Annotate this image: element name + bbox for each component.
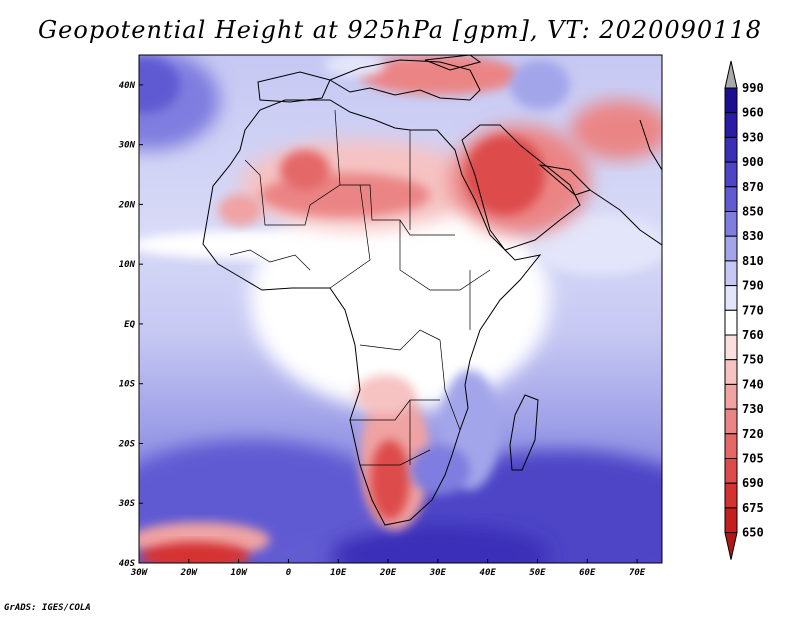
colorbar-label: 730	[742, 402, 764, 416]
lat-tick-label: 30N	[118, 141, 136, 151]
colorbar-swatch-7	[724, 235, 738, 262]
colorbar-label: 740	[742, 377, 764, 391]
lon-tick-label: 10E	[330, 568, 347, 578]
colorbar-swatch-2	[724, 112, 738, 138]
colorbar-label: 675	[742, 501, 764, 515]
lat-tick-label: 40N	[119, 81, 136, 91]
lat-tick-label: EQ	[124, 320, 135, 330]
grads-credit: GrADS: IGES/COLA	[4, 603, 91, 613]
colorbar-swatch-13	[724, 383, 738, 410]
black-sea	[424, 55, 482, 71]
lon-tick-label: 60E	[579, 568, 596, 578]
colorbar-bottom-arrow	[724, 532, 738, 560]
lat-tick-label: 10S	[119, 380, 136, 390]
colorbar-swatch-4	[724, 161, 738, 188]
mediterranean-north	[328, 59, 481, 101]
colorbar-label: 870	[742, 180, 764, 194]
colorbar-label: 850	[742, 205, 764, 219]
plot-frame	[138, 54, 663, 564]
country-borders	[229, 109, 491, 466]
latitude-axis: 40N 30N 20N 10N EQ 10S 20S 30S 40S	[118, 81, 143, 569]
colorbar-swatch-6	[724, 211, 738, 237]
colorbar-label: 990	[742, 81, 764, 95]
lon-tick-label: 30E	[429, 568, 447, 578]
arabia-coastline	[461, 124, 581, 251]
colorbar-label: 650	[742, 526, 764, 540]
colorbar-label: 720	[742, 427, 764, 441]
colorbar-swatch-16	[724, 458, 738, 484]
colorbar-label: 930	[742, 130, 764, 144]
iberia-coastline	[257, 71, 331, 103]
asia-coast	[589, 189, 662, 246]
africa-coastline	[202, 99, 542, 526]
colorbar-top-arrow	[724, 60, 738, 89]
map-title: Geopotential Height at 925hPa [gpm], VT:…	[38, 16, 762, 44]
colorbar-label: 770	[742, 303, 764, 317]
colorbar-label: 790	[742, 279, 764, 293]
colorbar-swatch-9	[724, 285, 738, 311]
colorbar-label: 705	[742, 452, 764, 466]
colorbar-swatch-11	[724, 334, 738, 361]
lat-tick-label: 10N	[119, 260, 136, 270]
lat-tick-label: 30S	[118, 499, 136, 509]
lat-tick-label: 20N	[118, 200, 136, 210]
lon-tick-label: 70E	[629, 568, 646, 578]
field-southwest-low	[140, 542, 250, 563]
colorbar-label: 750	[742, 353, 764, 367]
colorbar-label: 830	[742, 229, 764, 243]
lon-tick-label: 0	[286, 568, 292, 578]
longitude-axis: 30W 20W 10W 0 10E 20E 30E 40E 50E 60E 70E	[130, 559, 646, 578]
lon-tick-label: 30W	[130, 568, 149, 578]
madagascar-coastline	[509, 394, 539, 471]
colorbar-swatch-5	[724, 186, 738, 213]
colorbar-swatch-12	[724, 359, 738, 385]
colorbar-label: 760	[742, 328, 764, 342]
colorbar-swatch-15	[724, 433, 738, 459]
colorbar-swatch-14	[724, 408, 738, 435]
colorbar-swatch-10	[724, 309, 738, 336]
coastlines	[202, 55, 662, 526]
height-field	[139, 55, 662, 563]
india-coast	[639, 119, 662, 171]
lon-tick-label: 20E	[379, 568, 397, 578]
lon-tick-label: 50E	[529, 568, 546, 578]
lat-tick-label: 40S	[119, 559, 136, 569]
colorbar-swatch-3	[724, 136, 738, 163]
colorbar-label: 900	[742, 155, 764, 169]
colorbar-label: 690	[742, 476, 764, 490]
lon-tick-label: 10W	[230, 568, 248, 578]
lon-tick-label: 40E	[480, 568, 497, 578]
colorbar-swatch-17	[724, 482, 738, 509]
lat-tick-label: 20S	[118, 439, 136, 449]
colorbar-swatch-8	[724, 260, 738, 287]
colorbar-label: 960	[742, 106, 764, 120]
colorbar-label: 810	[742, 254, 764, 268]
lon-tick-label: 20W	[180, 568, 199, 578]
colorbar-swatch-1	[724, 87, 738, 114]
colorbar: 990 960 930 900 870 850 830 810 790 770 760 750 740 7…	[724, 60, 764, 560]
colorbar-swatch-18	[724, 507, 738, 534]
